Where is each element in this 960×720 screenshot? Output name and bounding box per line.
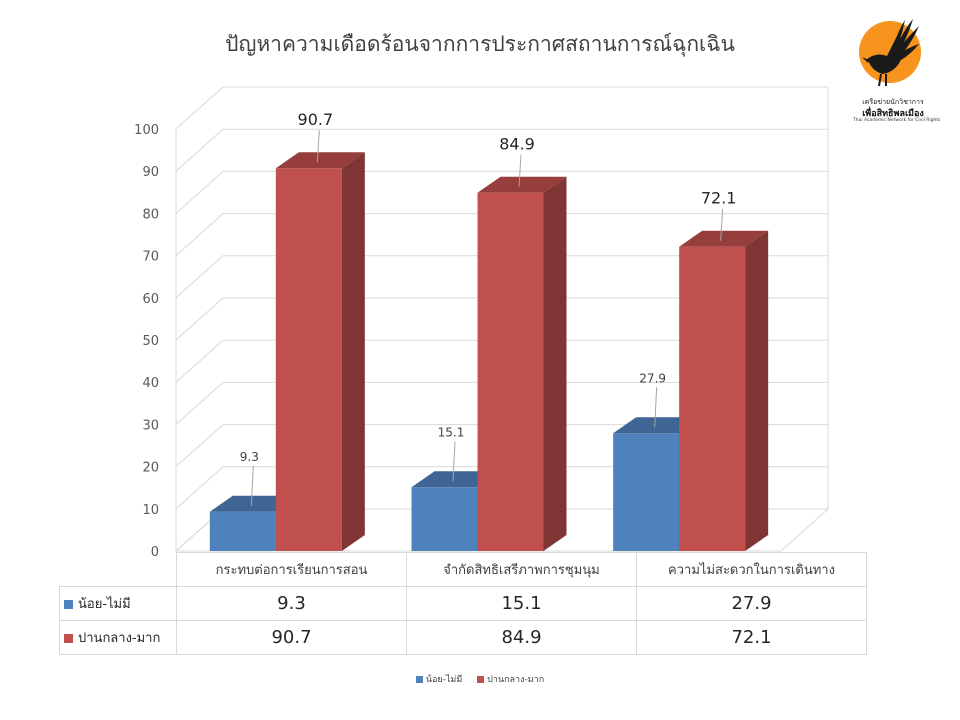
- table-cell: 15.1: [406, 586, 637, 621]
- bar-front-face: [477, 192, 544, 552]
- gridline-side: [175, 466, 224, 510]
- bar-side-face: [543, 176, 567, 552]
- legend-key-blue-icon: [64, 600, 73, 609]
- bird-logo-icon: [859, 19, 921, 87]
- gridline-side: [175, 255, 224, 299]
- y-tick-label: 60: [142, 292, 159, 307]
- gridline-side: [175, 424, 224, 467]
- legend-item-series-1: น้อย-ไม่มี: [415, 672, 463, 686]
- y-tick-label: 20: [142, 461, 159, 476]
- table-row-header-series-1: น้อย-ไม่มี: [59, 586, 177, 621]
- legend: น้อย-ไม่มี ปานกลาง-มาก: [0, 672, 960, 686]
- bar-side-face: [745, 230, 769, 551]
- bar-side-face: [341, 152, 365, 551]
- gridline-side: [175, 128, 224, 172]
- legend-item-series-2: ปานกลาง-มาก: [477, 672, 544, 686]
- table-row-header-series-2: ปานกลาง-มาก: [59, 620, 177, 655]
- y-tick-label: 50: [142, 334, 159, 349]
- logo-text-line3: Thai Academic Network for Civil Rights: [853, 118, 941, 123]
- data-label: 9.3: [240, 450, 259, 464]
- bar-top-face: [679, 230, 769, 247]
- gridline-side: [175, 213, 224, 256]
- table-category-3: ความไม่สะดวกในการเดินทาง: [636, 552, 867, 587]
- data-label-leader: [452, 441, 456, 482]
- bar-front-face: [275, 168, 342, 551]
- data-label: 27.9: [639, 371, 666, 385]
- bar-2-2: [477, 176, 567, 552]
- bar-front-face: [679, 246, 746, 551]
- data-table: กระทบต่อการเรียนการสอน จำกัดสิทธิเสรีภาพ…: [59, 552, 867, 655]
- y-tick-label: 90: [142, 165, 159, 180]
- gridline-side: [175, 171, 224, 214]
- y-tick-label: 10: [142, 503, 159, 518]
- table-cell: 72.1: [636, 620, 867, 655]
- bar-2-3: [679, 230, 769, 551]
- table-corner: [59, 552, 177, 587]
- data-label: 84.9: [499, 135, 535, 154]
- data-label: 72.1: [701, 189, 737, 208]
- series-2-name: ปานกลาง-มาก: [78, 631, 161, 646]
- data-label-leader: [316, 130, 320, 163]
- data-label-leader: [518, 154, 522, 187]
- table-cell: 84.9: [406, 620, 637, 655]
- y-tick-label: 30: [142, 418, 159, 433]
- bar-top-face: [477, 176, 567, 193]
- logo-text-line1: เครือข่ายนักวิชาการ: [862, 98, 924, 106]
- table-row-series-2: ปานกลาง-มาก 90.7 84.9 72.1: [59, 620, 867, 655]
- chart-title: ปัญหาความเดือดร้อนจากการประกาศสถานการณ์ฉ…: [225, 32, 735, 56]
- data-label-leader: [720, 208, 724, 241]
- table-category-row: กระทบต่อการเรียนการสอน จำกัดสิทธิเสรีภาพ…: [59, 552, 867, 587]
- data-label: 90.7: [298, 110, 334, 129]
- legend-swatch-blue-icon: [415, 676, 423, 683]
- table-row-series-1: น้อย-ไม่มี 9.3 15.1 27.9: [59, 586, 867, 621]
- legend-swatch-red-icon: [477, 676, 485, 683]
- y-tick-label: 80: [142, 207, 159, 222]
- table-cell: 9.3: [176, 586, 407, 621]
- gridline-side: [175, 339, 224, 383]
- y-tick-label: 100: [134, 123, 159, 138]
- bar-front-face: [613, 433, 680, 551]
- y-tick-label: 70: [142, 250, 159, 265]
- y-tick-label: 40: [142, 376, 159, 391]
- legend-label-series-1: น้อย-ไม่มี: [425, 675, 463, 685]
- bar-front-face: [411, 487, 478, 551]
- table-cell: 27.9: [636, 586, 867, 621]
- data-label-leader: [250, 465, 254, 506]
- data-label-leader: [654, 387, 658, 428]
- legend-label-series-2: ปานกลาง-มาก: [487, 675, 545, 685]
- data-label: 15.1: [438, 425, 465, 439]
- bars: [209, 152, 769, 552]
- table-cell: 90.7: [176, 620, 407, 655]
- table-category-2: จำกัดสิทธิเสรีภาพการชุมนุม: [406, 552, 637, 587]
- bar-2-1: [275, 152, 365, 551]
- logo-text-line2: เพื่อสิทธิพลเมือง: [862, 109, 924, 119]
- gridline-side: [175, 382, 224, 425]
- legend-key-red-icon: [64, 634, 73, 643]
- table-category-1: กระทบต่อการเรียนการสอน: [176, 552, 407, 587]
- gridline-side: [175, 86, 224, 130]
- data-labels: 9.3 90.7 15.1 84.9 27.9 72.1: [240, 110, 737, 506]
- bar-top-face: [275, 152, 365, 169]
- gridline-side: [175, 297, 224, 341]
- series-1-name: น้อย-ไม่มี: [78, 597, 131, 612]
- bar-front-face: [209, 511, 276, 551]
- logo: เครือข่ายนักวิชาการ เพื่อสิทธิพลเมือง Th…: [853, 14, 941, 123]
